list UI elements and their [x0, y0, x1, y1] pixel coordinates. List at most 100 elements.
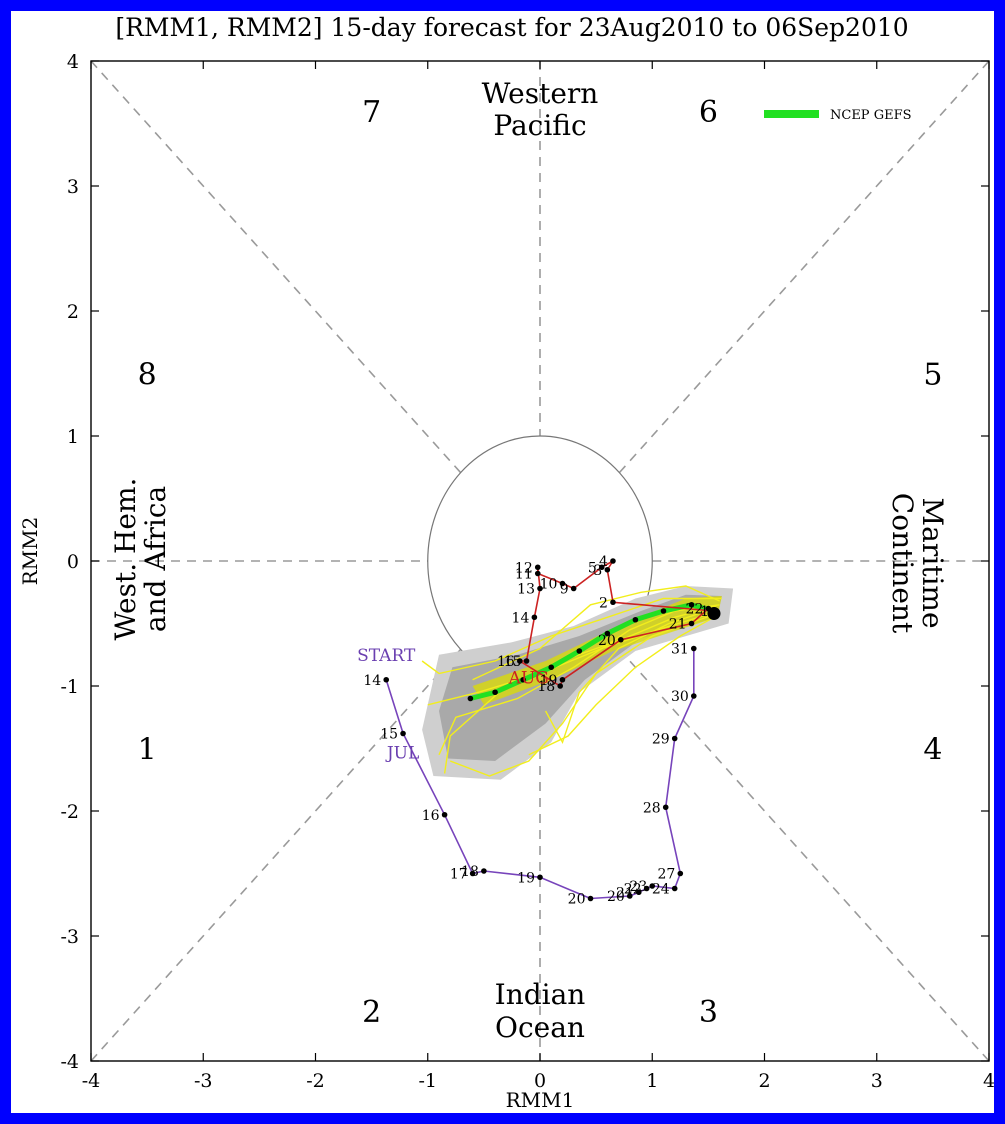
trajectory-point: [559, 580, 566, 587]
trajectory-point: [662, 804, 669, 811]
x-axis-label: RMM1: [506, 1088, 575, 1112]
trajectory-point: [559, 676, 566, 683]
region-label-bottom: Indian: [495, 978, 586, 1011]
trajectory-point: [537, 585, 543, 592]
trajectory-point: [516, 658, 523, 664]
day-label: 19: [517, 870, 535, 886]
ensemble-member-line: [528, 616, 715, 756]
day-label: 15: [504, 654, 522, 670]
x-tick-label: 0: [534, 1070, 546, 1092]
y-tick-label: 1: [67, 426, 79, 448]
trajectory-point: [671, 735, 678, 742]
trajectory-point: [643, 885, 650, 892]
day-label: 16: [497, 654, 515, 670]
y-tick-label: -4: [60, 1051, 79, 1073]
trajectory-point: [534, 570, 541, 577]
trajectory-point: [690, 645, 697, 652]
region-label-top: Western: [482, 77, 599, 110]
ensemble-spread: [421, 585, 734, 780]
region-label-right: Continent: [886, 493, 919, 634]
ensemble-member-line: [427, 610, 720, 706]
day-label: 4: [599, 554, 608, 570]
day-label: 23: [629, 879, 647, 895]
phase-number-5: 5: [923, 358, 942, 393]
day-label: 13: [517, 582, 535, 598]
day-label: 29: [652, 732, 670, 748]
day-label: 21: [669, 617, 687, 633]
trajectory-point: [604, 566, 611, 573]
ensemble-point: [660, 608, 667, 614]
day-label: 28: [643, 800, 661, 816]
ensemble-point: [632, 616, 639, 623]
annotation-jul: JUL: [385, 744, 419, 764]
day-label: 27: [657, 867, 675, 883]
trajectory-point: [383, 676, 390, 683]
day-label: 18: [461, 864, 479, 880]
day-label: 31: [671, 642, 689, 658]
trajectory-point: [610, 599, 616, 606]
x-tick-label: 4: [983, 1070, 994, 1092]
trajectory-point: [690, 693, 697, 699]
region-label-bottom: Ocean: [495, 1011, 585, 1044]
day-label: 22: [686, 602, 704, 618]
day-label: 5: [588, 560, 597, 576]
trajectory-point: [441, 811, 448, 818]
day-label: 21: [616, 885, 634, 901]
day-label: 22: [624, 882, 642, 898]
phase-number-4: 4: [923, 733, 942, 768]
day-label: 18: [537, 679, 555, 695]
y-tick-label: 2: [67, 301, 79, 323]
phase-number-6: 6: [699, 95, 718, 130]
ensemble-member-line: [472, 585, 720, 681]
x-tick-label: -2: [306, 1070, 325, 1092]
day-label: 20: [607, 889, 625, 905]
trajectory-point: [570, 585, 577, 592]
y-tick-label: -3: [60, 926, 79, 948]
x-tick-label: 3: [871, 1070, 883, 1092]
x-tick-label: -4: [82, 1070, 101, 1092]
trajectory-point: [557, 683, 564, 689]
ensemble-point: [548, 664, 555, 671]
ensemble-member-line: [544, 607, 715, 745]
day-label: 10: [540, 577, 558, 593]
day-label: 30: [671, 689, 689, 705]
annotation-start: START: [357, 646, 416, 666]
trajectory-point: [677, 870, 684, 877]
legend: NCEP GEFS: [764, 108, 912, 123]
day-label: 16: [422, 808, 440, 824]
ensemble-member-line: [421, 597, 722, 675]
y-axis-label: RMM2: [18, 517, 42, 586]
trajectory-point: [610, 558, 616, 564]
chart-title: [RMM1, RMM2] 15-day forecast for 23Aug20…: [115, 13, 908, 42]
phase-number-7: 7: [362, 95, 381, 130]
region-label-left: and Africa: [139, 486, 172, 632]
day-label: 1: [700, 604, 709, 620]
x-tick-label: -1: [418, 1070, 437, 1092]
region-label-top: Pacific: [493, 109, 586, 142]
ensemble-point: [467, 695, 474, 702]
x-tick-label: 2: [758, 1070, 770, 1092]
day-label: 14: [363, 673, 381, 689]
trajectory-point: [469, 870, 476, 877]
chart-frame: [RMM1, RMM2] 15-day forecast for 23Aug20…: [11, 11, 994, 1113]
day-label: 24: [652, 882, 670, 898]
trajectory-point: [627, 893, 633, 899]
trajectory-point: [598, 564, 605, 571]
y-tick-label: 0: [67, 551, 79, 573]
trajectory-point: [534, 564, 541, 571]
day-label: 11: [515, 567, 533, 583]
day-label: 20: [568, 892, 586, 908]
trajectory-point: [587, 895, 594, 902]
trajectory-point: [481, 868, 487, 874]
y-tick-label: 4: [67, 51, 79, 73]
ensemble-point: [520, 676, 526, 683]
x-tick-label: -3: [194, 1070, 213, 1092]
phase-number-8: 8: [138, 358, 157, 393]
diagonal-line: [618, 60, 990, 474]
phase-number-1: 1: [138, 733, 157, 768]
region-label-right: Maritime: [916, 497, 949, 628]
ensemble-point: [576, 648, 583, 654]
